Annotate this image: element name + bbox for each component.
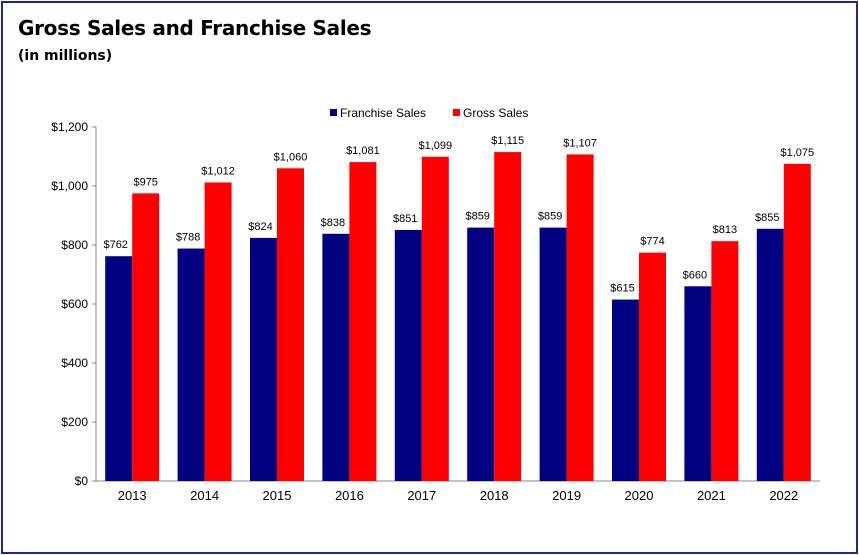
legend-label: Gross Sales — [463, 106, 528, 120]
data-label: $838 — [321, 217, 345, 229]
data-label: $1,012 — [201, 165, 235, 177]
bar-gross-sales — [639, 252, 666, 481]
y-tick-label: $600 — [61, 297, 88, 311]
data-label: $774 — [640, 236, 664, 248]
bar-gross-sales — [711, 241, 739, 481]
data-label: $1,107 — [563, 137, 597, 149]
bar-franchise-sales — [105, 256, 133, 481]
y-tick-label: $800 — [61, 238, 88, 252]
bar-franchise-sales — [322, 233, 350, 481]
bar-gross-sales — [421, 156, 449, 482]
x-tick-label: 2013 — [118, 488, 147, 503]
data-label: $975 — [133, 176, 157, 188]
x-tick-label: 2019 — [552, 488, 581, 503]
data-label: $788 — [176, 232, 200, 244]
data-label: $1,115 — [491, 135, 524, 147]
bar-gross-sales — [132, 193, 160, 481]
data-label: $859 — [465, 211, 489, 223]
bar-franchise-sales — [612, 299, 639, 481]
x-tick-label: 2018 — [480, 488, 509, 503]
data-label: $615 — [610, 283, 634, 295]
bar-franchise-sales — [177, 248, 205, 481]
chart-title: Gross Sales and Franchise Sales — [18, 16, 372, 40]
bar-gross-sales — [277, 168, 304, 482]
y-tick-label: $400 — [61, 356, 88, 370]
x-tick-label: 2015 — [263, 488, 292, 503]
bar-gross-sales — [494, 152, 522, 481]
legend-label: Franchise Sales — [340, 106, 426, 120]
data-label: $1,099 — [418, 140, 452, 152]
bar-franchise-sales — [756, 228, 784, 481]
bar-gross-sales — [204, 182, 232, 481]
x-tick-label: 2020 — [625, 488, 654, 503]
x-tick-label: 2021 — [697, 488, 726, 503]
bar-franchise-sales — [394, 229, 422, 481]
y-tick-label: $1,000 — [51, 179, 88, 193]
data-label: $762 — [103, 239, 127, 251]
data-label: $1,060 — [274, 151, 308, 163]
bar-gross-sales — [566, 154, 594, 481]
legend-swatch — [453, 109, 460, 116]
data-label: $851 — [393, 213, 417, 225]
y-tick-label: $1,200 — [51, 120, 88, 134]
x-tick-label: 2022 — [769, 488, 798, 503]
x-tick-label: 2014 — [190, 488, 219, 503]
data-label: $1,075 — [780, 147, 814, 159]
bar-gross-sales — [783, 163, 811, 481]
data-label: $660 — [683, 269, 707, 281]
bar-franchise-sales — [539, 227, 567, 481]
legend-swatch — [330, 109, 337, 116]
data-label: $824 — [248, 221, 272, 233]
bar-franchise-sales — [684, 286, 712, 481]
bar-franchise-sales — [467, 227, 495, 481]
data-label: $859 — [538, 211, 562, 223]
bar-gross-sales — [349, 162, 377, 482]
data-label: $1,081 — [346, 145, 380, 157]
y-tick-label: $0 — [75, 474, 89, 488]
x-tick-label: 2017 — [407, 488, 436, 503]
data-label: $855 — [755, 212, 779, 224]
x-tick-label: 2016 — [335, 488, 364, 503]
bar-franchise-sales — [250, 237, 277, 481]
chart-subtitle: (in millions) — [18, 48, 113, 64]
y-tick-label: $200 — [61, 415, 88, 429]
data-label: $813 — [713, 224, 737, 236]
